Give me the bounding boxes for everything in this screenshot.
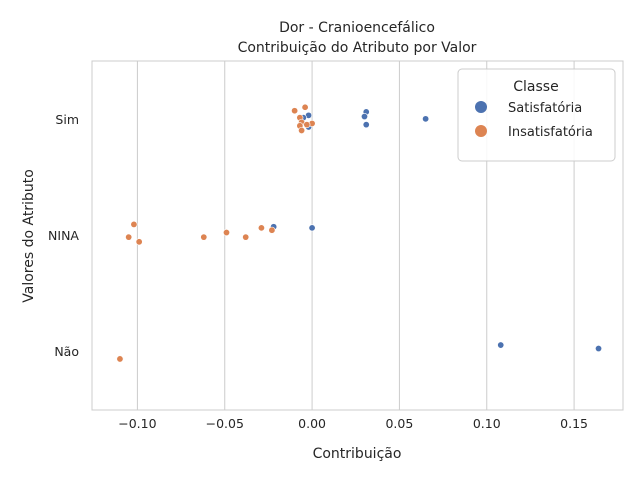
data-point [130,220,138,228]
data-point [125,233,133,241]
legend-items: Satisfatória Insatisfatória [475,101,593,140]
legend-label: Insatisfatória [508,125,593,140]
y-axis-label: Valores do Atributo [21,169,37,303]
y-tick-label: NINA [48,228,79,243]
y-tick-label: Não [54,344,79,359]
legend-marker [475,125,487,137]
data-point [360,113,368,121]
x-tick-label: −0.10 [118,416,156,431]
data-point [222,229,230,237]
data-point [257,224,265,232]
x-tick-label: 0.10 [473,416,501,431]
plot-frame [91,60,624,411]
chart-title: Dor - Cranioencefálico [279,20,435,36]
x-tick-labels: −0.10 −0.05 0.00 0.05 0.10 0.15 [118,416,588,431]
data-point [116,355,124,363]
legend: Classe Satisfatória Insatisfatória [457,68,616,162]
x-tick-label: 0.00 [298,416,326,431]
data-point [595,345,603,353]
data-points [116,103,603,363]
data-point [242,233,250,241]
chart-subtitle: Contribuição do Atributo por Valor [238,40,477,56]
data-point [308,224,316,232]
series-insatisfatória [116,103,316,363]
legend-box [457,68,616,162]
legend-label: Satisfatória [508,101,582,116]
data-point [422,115,430,123]
legend-title: Classe [513,79,558,95]
data-point [268,226,276,234]
data-point [303,121,311,129]
data-point [291,107,299,115]
x-axis-label: Contribuição [313,446,402,462]
data-point [301,103,309,111]
data-point [362,121,370,129]
x-tick-label: 0.15 [560,416,588,431]
data-point [298,126,306,134]
y-tick-label: Sim [55,112,79,127]
legend-marker [475,101,487,113]
data-point [200,233,208,241]
x-tick-label: −0.05 [206,416,244,431]
y-tick-labels: Sim NINA Não [48,112,79,359]
data-point [497,341,505,349]
data-point [135,238,143,246]
x-tick-label: 0.05 [385,416,413,431]
